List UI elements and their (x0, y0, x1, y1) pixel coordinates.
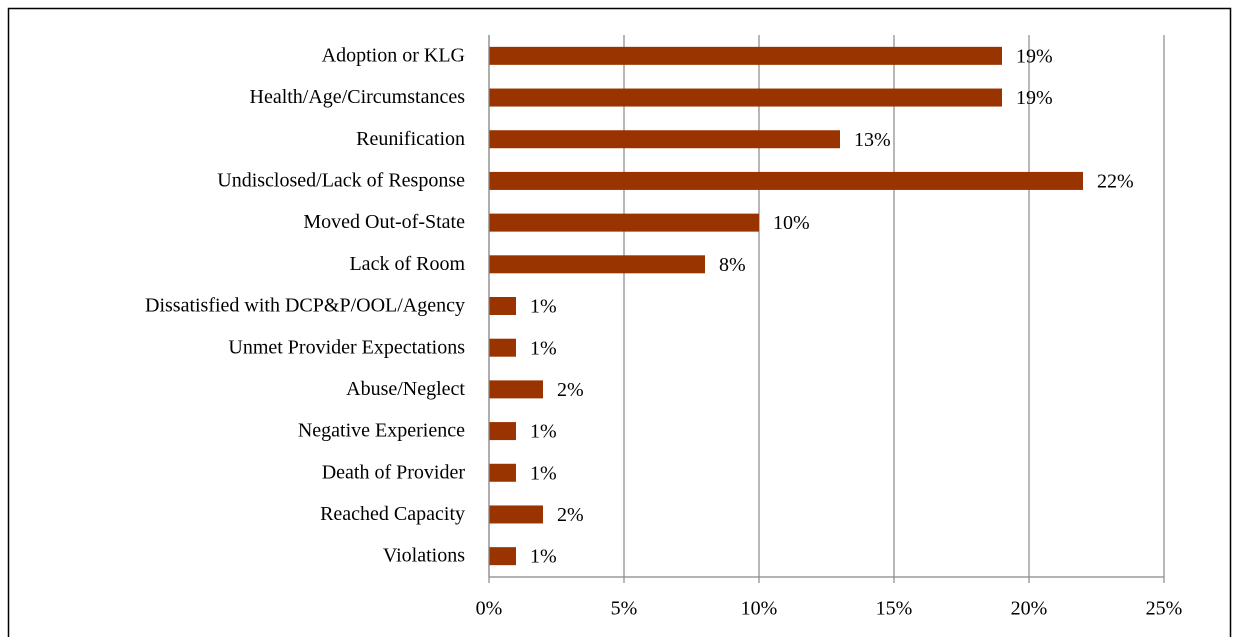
bar (489, 547, 516, 566)
value-label: 8% (719, 254, 746, 276)
y-tick-label: Lack of Room (349, 253, 465, 275)
y-tick-label: Reached Capacity (320, 503, 465, 525)
bar (489, 130, 840, 149)
bar (489, 422, 516, 441)
value-label: 1% (530, 462, 557, 484)
y-tick-label: Reunification (356, 128, 465, 150)
y-tick-label: Violations (383, 545, 465, 567)
y-tick-label: Health/Age/Circumstances (250, 86, 466, 108)
chart-border (7, 7, 1232, 637)
bar (489, 46, 1002, 65)
value-label: 19% (1016, 45, 1053, 67)
bar (489, 338, 516, 357)
y-tick-label: Unmet Provider Expectations (228, 336, 465, 358)
y-tick-label: Abuse/Neglect (346, 378, 465, 400)
value-label: 1% (530, 421, 557, 443)
bar (489, 213, 759, 232)
bar (489, 297, 516, 315)
value-label: 13% (854, 129, 891, 151)
x-tick-label: 25% (1146, 598, 1183, 620)
x-tick-label: 10% (741, 598, 778, 620)
value-label: 2% (557, 504, 584, 526)
x-tick-label: 20% (1011, 598, 1048, 620)
bar (489, 255, 705, 274)
y-tick-label: Death of Provider (322, 461, 466, 483)
value-label: 1% (530, 296, 557, 318)
value-label: 2% (557, 379, 584, 401)
bar (489, 380, 543, 399)
y-tick-label: Moved Out-of-State (303, 211, 465, 233)
value-label: 22% (1097, 171, 1134, 193)
y-tick-label: Undisclosed/Lack of Response (217, 170, 465, 192)
y-tick-label: Negative Experience (298, 420, 465, 442)
y-tick-label: Adoption or KLG (322, 44, 465, 66)
x-tick-label: 15% (876, 598, 913, 620)
value-label: 1% (530, 546, 557, 568)
value-label: 10% (773, 212, 810, 234)
y-tick-label: Dissatisfied with DCP&P/OOL/Agency (145, 295, 465, 317)
bar (489, 463, 516, 482)
bar (489, 505, 543, 524)
value-label: 19% (1016, 87, 1053, 109)
bar (489, 171, 1083, 190)
value-label: 1% (530, 337, 557, 359)
x-tick-label: 0% (476, 598, 503, 620)
bar (489, 88, 1002, 107)
x-tick-label: 5% (611, 598, 638, 620)
